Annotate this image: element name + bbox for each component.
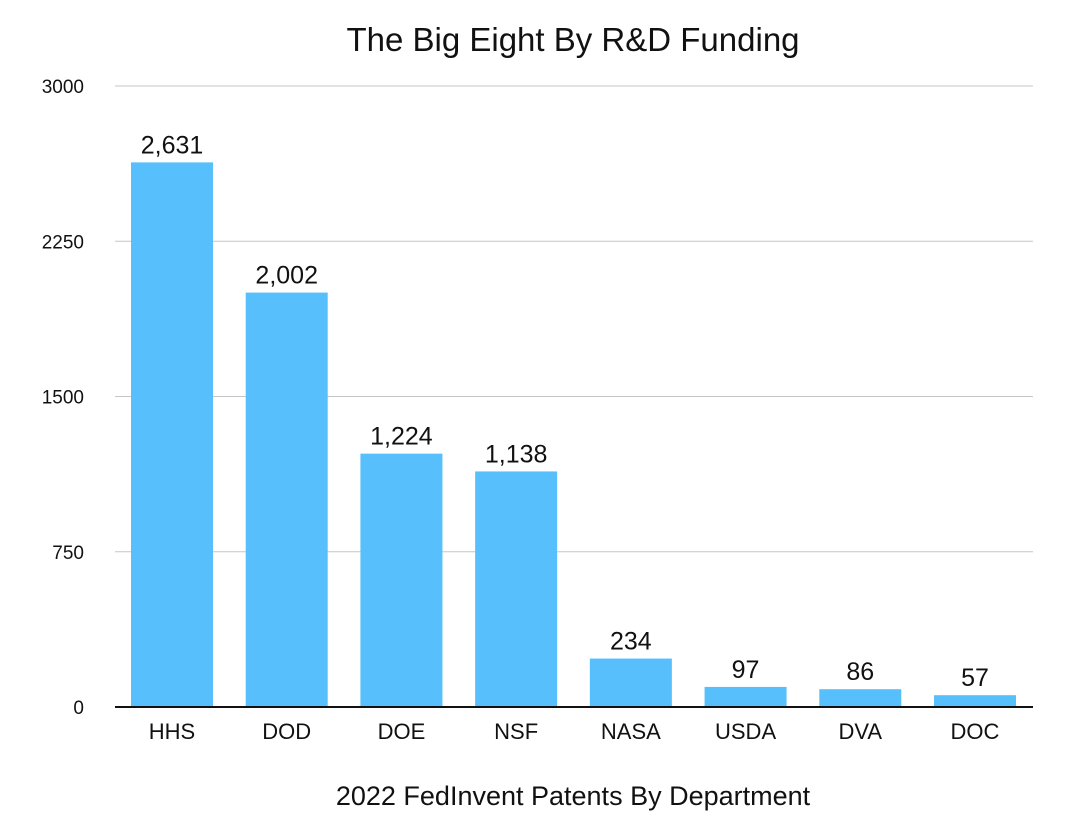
data-label: 97 (732, 656, 760, 684)
x-tick-label: DOD (262, 719, 311, 744)
data-labels: 2,631 2,002 1,224 1,138 234 97 86 57 (141, 131, 989, 692)
y-tick-label: 2250 (42, 232, 84, 253)
x-tick-label: USDA (715, 719, 776, 744)
y-tick-label: 750 (52, 543, 84, 564)
chart-title: The Big Eight By R&D Funding (346, 21, 799, 58)
data-label: 2,002 (255, 262, 318, 290)
data-label: 86 (846, 658, 874, 686)
y-tick-label: 3000 (42, 77, 84, 98)
y-tick-label: 0 (73, 698, 84, 719)
data-label: 234 (610, 628, 652, 656)
bar (475, 471, 558, 707)
x-tick-label: HHS (149, 719, 195, 744)
x-axis-tick-labels: HHS DOD DOE NSF NASA USDA DVA DOC (149, 719, 1000, 744)
bar (245, 292, 328, 707)
data-label: 2,631 (141, 131, 204, 159)
x-tick-label: DOE (378, 719, 426, 744)
x-tick-label: NSF (494, 719, 538, 744)
x-axis-title: 2022 FedInvent Patents By Department (336, 781, 811, 811)
x-tick-label: DVA (838, 719, 882, 744)
data-label: 1,224 (370, 423, 433, 451)
bar (819, 689, 902, 707)
x-tick-label: DOC (951, 719, 1000, 744)
bar (704, 686, 787, 707)
bar (589, 658, 672, 707)
bars (131, 162, 1016, 707)
y-axis-tick-labels: 0 750 1500 2250 3000 (42, 77, 84, 719)
x-tick-label: NASA (601, 719, 661, 744)
data-label: 1,138 (485, 440, 548, 468)
bar (360, 453, 443, 707)
data-label: 57 (961, 664, 989, 692)
bar (934, 695, 1016, 707)
y-tick-label: 1500 (42, 388, 84, 409)
bar (131, 162, 213, 707)
